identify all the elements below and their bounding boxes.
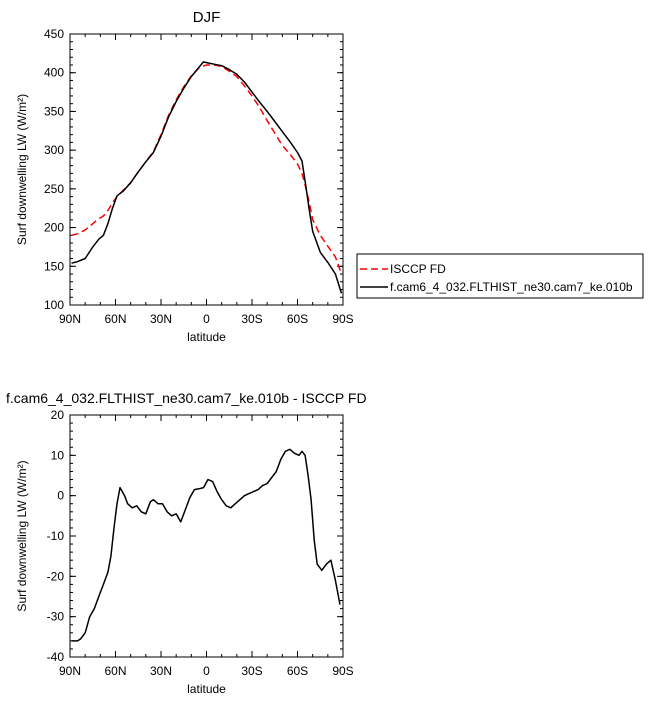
y-tick-label: 350 xyxy=(44,104,64,118)
y-tick-label: 0 xyxy=(57,489,64,503)
y-tick-label: 250 xyxy=(44,182,64,196)
x-tick-label: 90S xyxy=(332,312,353,326)
y-tick-label: -40 xyxy=(47,650,65,664)
x-tick-label: 30S xyxy=(241,664,262,678)
x-tick-label: 30N xyxy=(150,664,172,678)
legend: ISCCP FD f.cam6_4_032.FLTHIST_ne30.cam7_k… xyxy=(356,253,644,299)
chart-title: f.cam6_4_032.FLTHIST_ne30.cam7_ke.010b -… xyxy=(6,390,367,406)
x-tick-label: 0 xyxy=(203,664,210,678)
y-tick-label: 300 xyxy=(44,143,64,157)
y-axis-label: Surf downwelling LW (W/m²) xyxy=(15,94,29,245)
plot-frame xyxy=(69,33,344,306)
x-tick-label: 60N xyxy=(104,664,126,678)
y-tick-label: 150 xyxy=(44,259,64,273)
x-tick-label: 90N xyxy=(59,664,81,678)
y-tick-label: 200 xyxy=(44,221,64,235)
x-axis-label: latitude xyxy=(187,330,226,344)
y-tick-label: -20 xyxy=(47,569,65,583)
y-tick-label: 20 xyxy=(51,408,65,422)
x-tick-label: 30S xyxy=(241,312,262,326)
x-axis-label: latitude xyxy=(187,682,226,696)
y-tick-label: 10 xyxy=(51,448,65,462)
legend-label-1: f.cam6_4_032.FLTHIST_ne30.cam7_ke.010b xyxy=(390,280,633,294)
legend-label-0: ISCCP FD xyxy=(390,262,446,276)
x-tick-label: 90N xyxy=(59,312,81,326)
y-axis-label: Surf downwelling LW (W/m²) xyxy=(15,460,29,611)
series-line-1 xyxy=(71,61,343,294)
y-tick-label: 400 xyxy=(44,66,64,80)
series-line-0 xyxy=(71,64,343,275)
x-tick-label: 0 xyxy=(203,312,210,326)
series-line-0 xyxy=(71,448,341,642)
x-tick-label: 60S xyxy=(287,664,308,678)
x-tick-label: 30N xyxy=(150,312,172,326)
top-chart-djf: DJF 90N 60N 30N 0 30S 60S 90S 100 150 200 250 300 350… xyxy=(15,9,354,344)
y-tick-label: 100 xyxy=(44,298,64,312)
y-tick-label: -10 xyxy=(47,529,65,543)
chart-title: DJF xyxy=(193,9,221,26)
legend-box xyxy=(356,253,644,299)
x-tick-label: 90S xyxy=(332,664,353,678)
x-tick-label: 60S xyxy=(287,312,308,326)
y-tick-label: 450 xyxy=(44,27,64,41)
x-tick-label: 60N xyxy=(104,312,126,326)
bottom-chart-difference: f.cam6_4_032.FLTHIST_ne30.cam7_ke.010b -… xyxy=(6,390,367,696)
y-tick-label: -30 xyxy=(47,610,65,624)
